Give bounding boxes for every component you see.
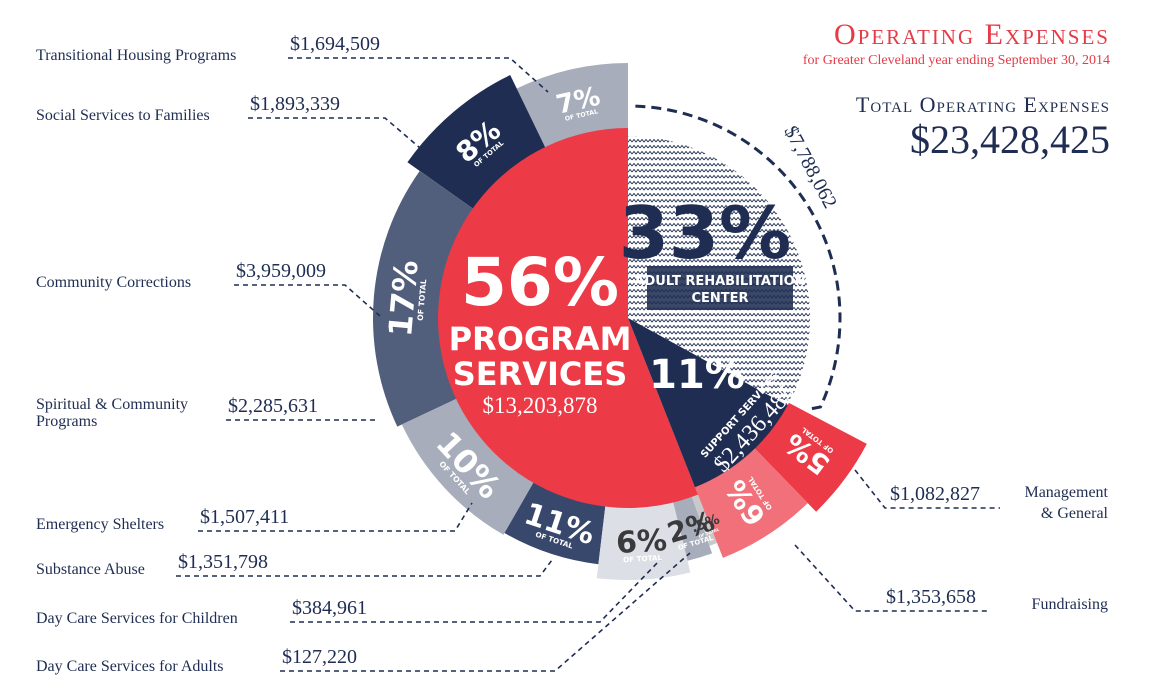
chart-title-block: Operating Expenses for Greater Cleveland…	[803, 18, 1110, 70]
program-label: Day Care Services for Children	[36, 610, 238, 627]
program-label-line2: Programs	[36, 413, 97, 430]
program-segment	[373, 170, 475, 427]
program-segment-label: 17%OF TOTAL	[381, 259, 429, 339]
support-segment	[694, 447, 808, 558]
support-amount: $1,082,827	[890, 483, 980, 505]
arc-percent: 33%	[619, 191, 791, 275]
leader-line	[854, 469, 1000, 509]
program-amount: $1,351,798	[178, 551, 268, 573]
program-services-label-1: PROGRAM	[449, 320, 632, 358]
leader-line	[290, 559, 661, 623]
program-amount: $1,694,509	[290, 33, 380, 55]
program-services-percent: 56%	[461, 244, 619, 321]
leader-line	[248, 117, 421, 149]
leader-line	[198, 502, 473, 532]
leader-line	[176, 559, 553, 577]
segment-percent: 17%	[381, 259, 426, 339]
program-amount: $127,220	[282, 646, 357, 668]
program-segment	[516, 63, 628, 149]
program-label: Transitional Housing Programs	[36, 47, 236, 64]
arc-label-2: CENTER	[691, 291, 748, 306]
program-label: Emergency Shelters	[36, 516, 164, 533]
program-label: Community Corrections	[36, 274, 191, 291]
total-value: $23,428,425	[910, 117, 1110, 162]
program-amount: $3,959,009	[236, 260, 326, 282]
support-amount: $1,353,658	[886, 586, 976, 608]
total-label: Total Operating Expenses	[855, 92, 1110, 117]
slice-support-services	[628, 318, 788, 488]
arc-dashed-bracket	[635, 104, 842, 411]
total-block: Total Operating Expenses $23,428,425	[856, 92, 1110, 162]
program-segment	[691, 492, 718, 546]
support-label-line2: & General	[1041, 505, 1109, 522]
program-amount: $384,961	[292, 597, 367, 619]
chart-title: Operating Expenses	[833, 18, 1110, 51]
program-services-label-2: SERVICES	[453, 355, 628, 393]
program-label: Social Services to Families	[36, 107, 210, 124]
program-segment-label: 6%OF TOTAL	[615, 523, 668, 564]
program-segment	[596, 500, 691, 581]
support-segment	[753, 401, 867, 512]
leader-line	[280, 552, 691, 672]
program-segment	[407, 75, 546, 210]
program-amount: $2,285,631	[228, 395, 318, 417]
program-label: Substance Abuse	[36, 561, 145, 578]
support-label: Fundraising	[1032, 596, 1108, 613]
leader-line	[794, 544, 990, 612]
program-services-value: $13,203,878	[483, 393, 598, 418]
arc-label-box	[647, 266, 793, 310]
arc-label-1: ADULT REHABILITATION	[634, 274, 805, 289]
segment-percent: 6%	[615, 523, 668, 561]
support-services-percent: 11%	[649, 352, 745, 398]
segment-of-total: OF TOTAL	[416, 279, 429, 321]
program-label: Spiritual & Community	[36, 396, 188, 413]
leader-line	[234, 284, 381, 317]
program-segment	[401, 398, 535, 535]
leader-line	[226, 419, 379, 421]
program-amount: $1,893,339	[250, 93, 340, 115]
leader-line	[288, 57, 549, 93]
program-amount: $1,507,411	[200, 506, 289, 528]
slice-program-services	[438, 128, 698, 508]
chart-subtitle: for Greater Cleveland year ending Septem…	[802, 53, 1110, 68]
segment-of-total: OF TOTAL	[623, 553, 663, 564]
support-label: Management	[1024, 484, 1108, 501]
program-segment	[672, 495, 713, 561]
program-label: Day Care Services for Adults	[36, 658, 224, 675]
